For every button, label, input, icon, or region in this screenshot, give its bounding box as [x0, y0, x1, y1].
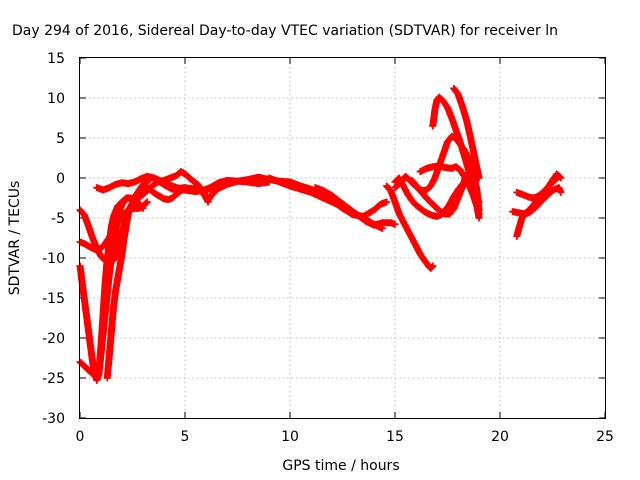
- series-arc-18: [450, 84, 483, 182]
- series-arc-21: [509, 184, 565, 218]
- marker-trace: [143, 184, 212, 206]
- series-arc-12: [383, 182, 437, 272]
- chart-title: Day 294 of 2016, Sidereal Day-to-day VTE…: [12, 23, 558, 39]
- y-tick-label: -5: [51, 211, 65, 227]
- y-tick-label: -25: [42, 371, 65, 387]
- marker-trace: [311, 184, 399, 229]
- x-tick-label: 25: [596, 429, 614, 445]
- y-tick-label: -30: [42, 411, 65, 427]
- plot-points: [76, 84, 565, 384]
- marker-trace: [429, 93, 483, 222]
- x-tick-label: 10: [281, 429, 299, 445]
- series-arc-17: [429, 93, 483, 222]
- marker-trace: [509, 184, 565, 218]
- y-tick-label: 15: [47, 51, 65, 67]
- y-tick-label: -15: [42, 291, 65, 307]
- marker-trace: [450, 84, 483, 182]
- y-tick-label: 5: [56, 131, 65, 147]
- x-tick-label: 5: [181, 429, 190, 445]
- y-tick-label: -10: [42, 251, 65, 267]
- y-tick-labels: -30 -25 -20 -15 -10 -5 0 5 10 15: [42, 51, 65, 427]
- y-axis-title: SDTVAR / TECUs: [7, 181, 23, 296]
- series-arc-11: [311, 184, 399, 229]
- plot-frame: [79, 57, 606, 419]
- x-tick-label: 20: [491, 429, 509, 445]
- y-tick-label: 0: [56, 171, 65, 187]
- y-tick-label: -20: [42, 331, 65, 347]
- y-tick-label: 10: [47, 91, 65, 107]
- marker-trace: [383, 182, 437, 272]
- grid-lines: [80, 58, 605, 418]
- axis-ticks: [79, 57, 606, 419]
- x-tick-label: 15: [386, 429, 404, 445]
- series-arc-8: [143, 184, 212, 206]
- x-axis-title: GPS time / hours: [282, 458, 399, 474]
- x-tick-label: 0: [76, 429, 85, 445]
- x-tick-labels: 0 5 10 15 20 25: [76, 429, 614, 445]
